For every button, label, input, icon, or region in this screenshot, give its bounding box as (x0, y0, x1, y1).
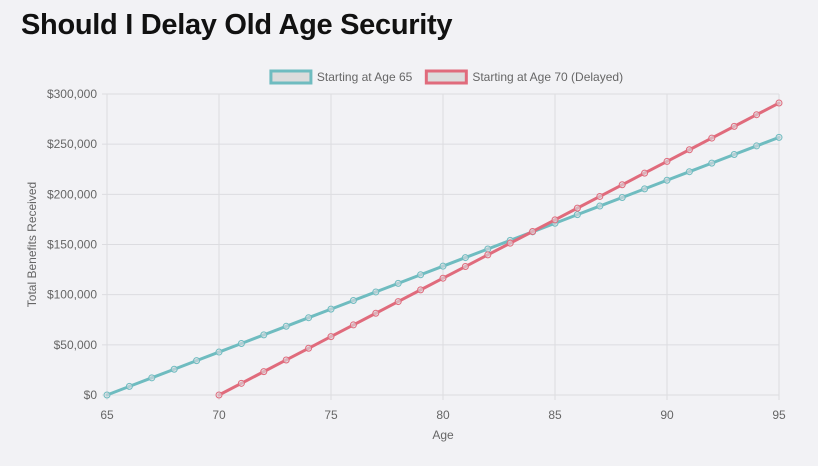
data-point (125, 382, 133, 390)
x-tick-label: 70 (212, 408, 226, 422)
x-tick-label: 80 (436, 408, 450, 422)
data-point (215, 391, 223, 399)
x-axis-title: Age (432, 428, 454, 442)
data-point (618, 193, 626, 201)
y-axis-title: Total Benefits Received (25, 182, 39, 307)
data-point (417, 271, 425, 279)
y-tick-label: $100,000 (47, 288, 97, 302)
y-tick-label: $50,000 (54, 338, 98, 352)
data-point (708, 159, 716, 167)
data-point (260, 368, 268, 376)
data-point (484, 245, 492, 253)
data-point (282, 356, 290, 364)
data-point (573, 204, 581, 212)
data-point (372, 309, 380, 317)
data-point (461, 254, 469, 262)
data-point (685, 168, 693, 176)
legend-label-1[interactable]: Starting at Age 65 (317, 70, 413, 84)
data-point (170, 365, 178, 373)
data-point (641, 185, 649, 193)
data-point (484, 251, 492, 259)
data-point (327, 333, 335, 341)
page-title: Should I Delay Old Age Security (21, 9, 453, 41)
data-point (775, 99, 783, 107)
y-tick-label: $150,000 (47, 238, 97, 252)
data-point (349, 297, 357, 305)
data-point (372, 288, 380, 296)
data-point (215, 348, 223, 356)
y-tick-label: $300,000 (47, 87, 97, 101)
data-point (439, 262, 447, 270)
data-point (394, 279, 402, 287)
data-point (596, 192, 604, 200)
data-point (327, 305, 335, 313)
data-point (663, 157, 671, 165)
legend-swatch-2[interactable] (424, 69, 468, 85)
data-point (730, 122, 738, 130)
data-point (685, 146, 693, 154)
data-point (618, 181, 626, 189)
data-point (663, 176, 671, 184)
data-point (775, 133, 783, 141)
data-point (305, 314, 313, 322)
data-point (551, 216, 559, 224)
y-tick-label: $0 (84, 388, 98, 402)
data-point (349, 321, 357, 329)
legend-label-2[interactable]: Starting at Age 70 (Delayed) (472, 70, 623, 84)
data-point (193, 357, 201, 365)
data-point (596, 202, 604, 210)
x-tick-label: 95 (772, 408, 786, 422)
data-point (260, 331, 268, 339)
data-point (730, 151, 738, 159)
data-point (305, 344, 313, 352)
data-point (148, 374, 156, 382)
data-point (753, 111, 761, 119)
data-point (641, 169, 649, 177)
legend-swatch-1[interactable] (269, 69, 313, 85)
data-point (394, 298, 402, 306)
data-point (506, 239, 514, 247)
data-point (708, 134, 716, 142)
data-point (237, 339, 245, 347)
data-point (103, 391, 111, 399)
data-point (417, 286, 425, 294)
y-tick-label: $200,000 (47, 187, 97, 201)
x-tick-label: 75 (324, 408, 338, 422)
x-tick-label: 90 (660, 408, 674, 422)
y-tick-label: $250,000 (47, 137, 97, 151)
data-point (237, 379, 245, 387)
x-tick-label: 65 (100, 408, 114, 422)
data-point (282, 322, 290, 330)
data-point (529, 227, 537, 235)
x-tick-label: 85 (548, 408, 562, 422)
series-line-2 (217, 101, 781, 397)
data-point (753, 142, 761, 150)
data-point (573, 211, 581, 219)
data-point (461, 263, 469, 271)
data-point (439, 274, 447, 282)
